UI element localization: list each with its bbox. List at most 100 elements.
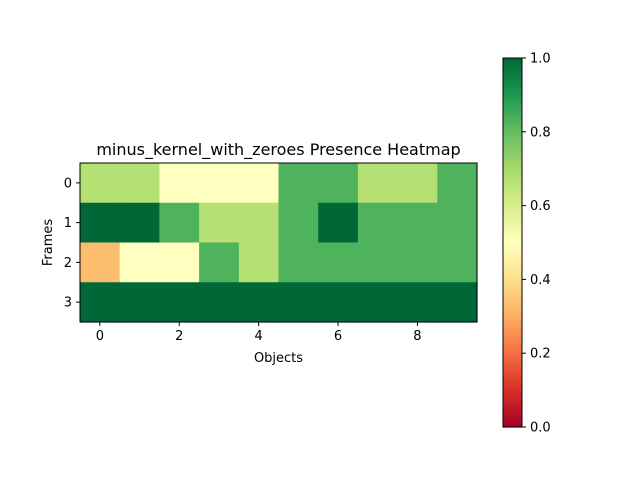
heatmap-cell [80, 163, 121, 204]
colorbar-segment [503, 85, 522, 89]
colorbar-segment [503, 391, 522, 395]
colorbar-segment [503, 238, 522, 242]
colorbar-segment [503, 217, 522, 221]
colorbar-segment [503, 352, 522, 356]
heatmap-cell [119, 202, 160, 244]
colorbar-tick-label: 0.6 [530, 199, 551, 214]
colorbar-segment [503, 106, 522, 110]
colorbar-segment [503, 256, 522, 260]
x-axis-label: Objects [254, 351, 303, 366]
colorbar-segment [503, 64, 522, 68]
colorbar-segment [503, 280, 522, 284]
heatmap-cell [437, 202, 478, 244]
colorbar-segment [503, 286, 522, 290]
colorbar-segment [503, 289, 522, 293]
colorbar-segment [503, 118, 522, 122]
heatmap-cell [199, 282, 240, 323]
y-axis-label: Frames [41, 219, 56, 267]
colorbar-segment [503, 76, 522, 80]
x-tick-label: 0 [96, 329, 104, 344]
colorbar-segment [503, 370, 522, 374]
colorbar-segment [503, 349, 522, 353]
colorbar-segment [503, 94, 522, 98]
colorbar-segment [503, 163, 522, 167]
y-axis-ticks: 0 1 2 3 [64, 176, 80, 311]
colorbar-segment [503, 214, 522, 218]
colorbar-segment [503, 130, 522, 134]
colorbar-segment [503, 412, 522, 416]
colorbar-segment [503, 298, 522, 302]
colorbar-segment [503, 166, 522, 170]
colorbar-segment [503, 241, 522, 245]
heatmap-cell [357, 242, 399, 283]
colorbar-segment [503, 325, 522, 329]
x-tick-label: 6 [334, 329, 342, 344]
heatmap-cell [80, 202, 121, 244]
colorbar-segment [503, 367, 522, 371]
colorbar-segment [503, 307, 522, 311]
colorbar-segment [503, 151, 522, 155]
colorbar-segment [503, 139, 522, 143]
colorbar-segment [503, 112, 522, 116]
colorbar-segment [503, 205, 522, 209]
heatmap-cell [437, 163, 478, 204]
colorbar-segment [503, 121, 522, 125]
colorbar-segment [503, 58, 522, 62]
colorbar-segment [503, 418, 522, 422]
colorbar-segment [503, 385, 522, 389]
colorbar-segment [503, 109, 522, 113]
colorbar-segment [503, 424, 522, 428]
heatmap-cell [80, 242, 121, 283]
heatmap-cells [80, 163, 478, 323]
colorbar-segment [503, 103, 522, 107]
colorbar-segment [503, 406, 522, 410]
colorbar-segment [503, 277, 522, 281]
chart-title: minus_kernel_with_zeroes Presence Heatma… [96, 140, 460, 160]
colorbar-segment [503, 229, 522, 233]
y-tick-label: 3 [64, 296, 72, 311]
colorbar-segment [503, 73, 522, 77]
colorbar-segment [503, 292, 522, 296]
colorbar-segment [503, 364, 522, 368]
heatmap-cell [437, 242, 478, 283]
colorbar-segment [503, 70, 522, 74]
colorbar-segment [503, 316, 522, 320]
colorbar-segment [503, 142, 522, 146]
heatmap-cell [199, 163, 240, 204]
colorbar-segment [503, 400, 522, 404]
y-tick-label: 0 [64, 176, 72, 191]
colorbar-segment [503, 397, 522, 401]
colorbar-segment [503, 211, 522, 215]
colorbar-segment [503, 190, 522, 194]
heatmap-cell [159, 163, 200, 204]
colorbar-gradient [503, 58, 522, 428]
colorbar-segment [503, 376, 522, 380]
colorbar-tick-label: 0.0 [530, 421, 551, 436]
colorbar-segment [503, 340, 522, 344]
y-tick-label: 2 [64, 256, 72, 271]
heatmap-cell [238, 202, 280, 244]
colorbar-segment [503, 172, 522, 176]
colorbar-segment [503, 184, 522, 188]
colorbar-segment [503, 193, 522, 197]
heatmap-cell [278, 282, 319, 323]
colorbar-segment [503, 136, 522, 140]
colorbar-segment [503, 127, 522, 131]
heatmap-cell [318, 282, 359, 323]
colorbar-segment [503, 181, 522, 185]
colorbar-segment [503, 250, 522, 254]
colorbar-segment [503, 328, 522, 332]
colorbar-ticks: 0.0 0.2 0.4 0.6 0.8 1.0 [522, 52, 551, 436]
colorbar-segment [503, 358, 522, 362]
colorbar-segment [503, 373, 522, 377]
heatmap-cell [357, 202, 399, 244]
colorbar-segment [503, 91, 522, 95]
x-tick-label: 8 [413, 329, 421, 344]
colorbar-frame [502, 57, 523, 428]
colorbar-segment [503, 313, 522, 317]
heatmap-cell [318, 242, 359, 283]
heatmap-cell [357, 282, 399, 323]
colorbar-segment [503, 346, 522, 350]
colorbar-segment [503, 79, 522, 83]
colorbar-segment [503, 388, 522, 392]
